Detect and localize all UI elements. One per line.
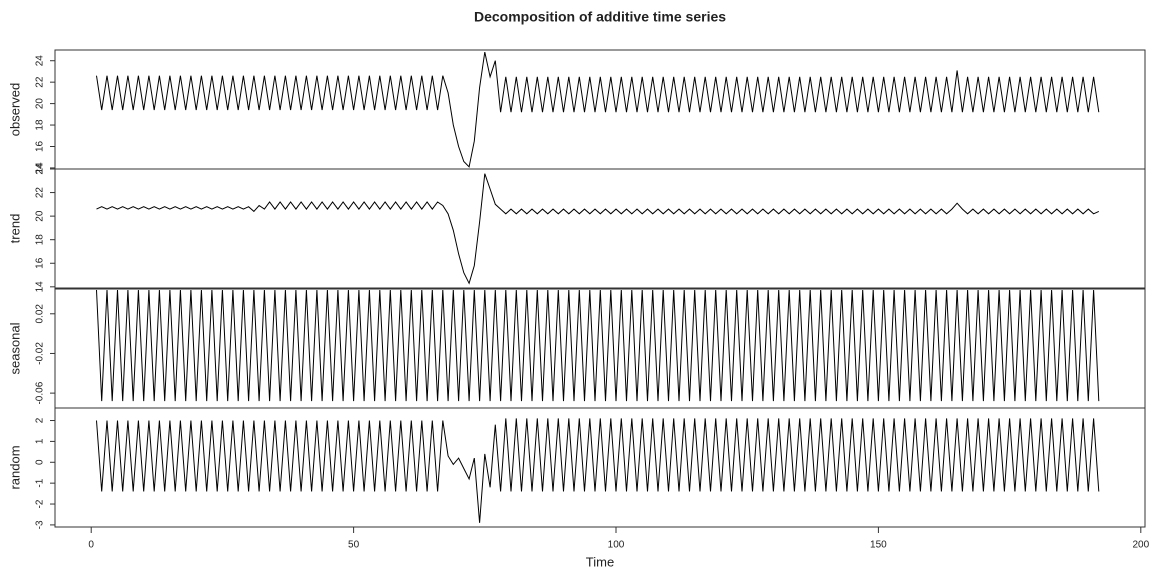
panel-frame — [54, 168, 1146, 289]
y-tick-label: 16 — [35, 140, 46, 152]
x-tick-label: 150 — [870, 540, 887, 551]
series-line — [96, 51, 1100, 168]
y-tick-label: -2 — [35, 499, 46, 508]
y-tick-label: 24 — [35, 55, 46, 67]
y-tick-label: 18 — [35, 119, 46, 131]
y-tick-label: 0.02 — [35, 304, 46, 324]
x-axis-label: Time — [586, 554, 614, 569]
x-tick-label: 0 — [88, 540, 94, 551]
panel-label: random — [7, 445, 22, 489]
panel-label: seasonal — [7, 322, 22, 374]
panel-label: observed — [7, 83, 22, 136]
y-tick-label: -3 — [35, 520, 46, 529]
x-tick-label: 50 — [348, 540, 360, 551]
panel-label: trend — [7, 214, 22, 244]
y-tick-label: 22 — [35, 187, 46, 199]
y-tick-label: 16 — [35, 257, 46, 269]
y-tick-label: 14 — [35, 281, 46, 293]
y-tick-label: -1 — [35, 478, 46, 487]
y-tick-label: 14 — [35, 162, 46, 174]
y-tick-label: 24 — [35, 163, 46, 175]
y-tick-label: 20 — [35, 210, 46, 222]
x-tick-label: 100 — [608, 540, 625, 551]
y-tick-label: 18 — [35, 234, 46, 246]
y-tick-label: 1 — [35, 438, 46, 444]
y-tick-label: 20 — [35, 98, 46, 110]
series-line — [96, 173, 1100, 285]
y-tick-label: 0 — [35, 459, 46, 465]
panel-frame — [54, 288, 1146, 409]
y-tick-label: -0.06 — [35, 381, 46, 404]
y-tick-label: -0.02 — [35, 342, 46, 365]
panel-frame — [54, 407, 1146, 528]
panel-frame — [54, 49, 1146, 170]
x-tick-label: 200 — [1132, 540, 1149, 551]
chart-title: Decomposition of additive time series — [474, 9, 726, 25]
y-tick-label: 22 — [35, 76, 46, 88]
series-line — [96, 289, 1100, 402]
series-line — [96, 418, 1100, 523]
y-tick-label: 2 — [35, 417, 46, 423]
